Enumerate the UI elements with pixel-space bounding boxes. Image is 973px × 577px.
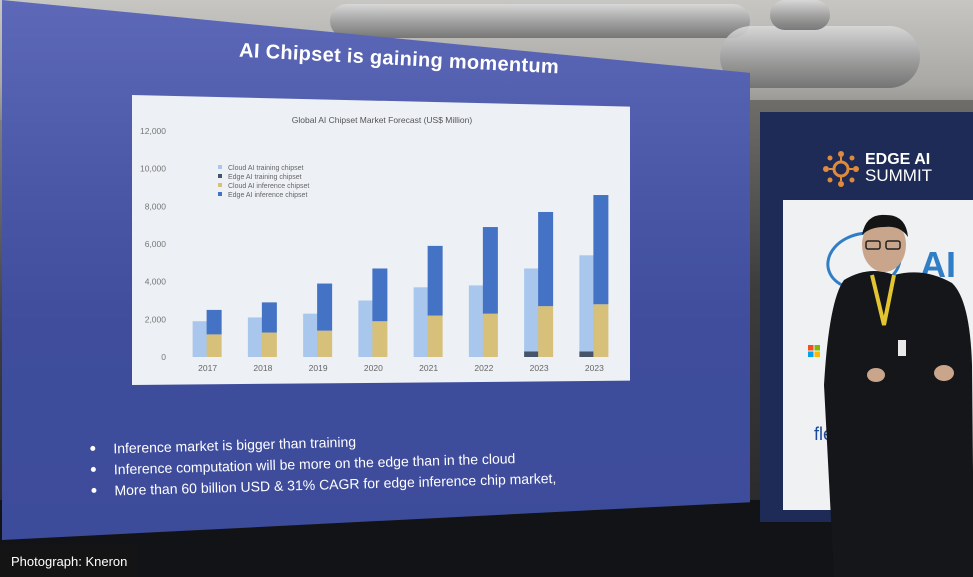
x-tick-label: 2021 [419,363,438,373]
bar-segment [317,330,333,357]
y-tick-label: 4,000 [145,277,167,287]
bar-segment [524,268,540,352]
y-tick-label: 8,000 [145,201,167,211]
x-tick-label: 2018 [253,363,272,373]
bar-segment [538,211,554,307]
bar-segment [413,287,429,357]
banner-brand-line1: EDGE AI [865,151,931,168]
bar-segment [192,321,208,357]
legend-swatch [218,192,222,196]
chart-title: Global AI Chipset Market Forecast (US$ M… [292,115,473,125]
market-forecast-chart: Global AI Chipset Market Forecast (US$ M… [140,115,609,373]
x-tick-label: 2019 [309,363,328,373]
bar-segment [427,315,443,357]
legend-label: Edge AI inference chipset [228,192,307,199]
y-tick-label: 12,000 [140,126,166,136]
bar-segment [372,268,388,322]
bullet-dot-icon [90,466,96,472]
bar-segment [524,351,540,357]
bar-segment [358,300,374,357]
bar-segment [593,304,609,357]
bar-segment [261,302,277,333]
bar-segment [303,313,319,357]
banner-brand: EDGE AI SUMMIT [865,151,933,185]
bar-segment [468,285,484,357]
x-tick-label: 2020 [364,363,383,373]
y-tick-label: 6,000 [145,239,167,249]
chart-panel: Global AI Chipset Market Forecast (US$ M… [132,95,630,385]
bullet-dot-icon [90,445,96,451]
bar-segment [579,255,595,352]
legend-swatch [218,174,222,178]
y-tick-label: 2,000 [145,314,167,324]
bar-segment [206,309,222,335]
photo-caption: Photograph: Kneron [0,545,139,577]
bar-segment [579,351,595,357]
bar-segment [593,195,609,305]
x-tick-label: 2022 [474,363,493,373]
windows-logo-icon [808,345,820,357]
x-tick-label: 2017 [198,363,217,373]
bar-segment [538,306,554,357]
bar-segment [427,245,443,316]
ceiling-duct [720,26,920,88]
legend-label: Cloud AI training chipset [228,165,304,172]
bar-segment [206,334,222,357]
bar-segment [482,313,498,357]
legend-swatch [218,183,222,187]
bar-segment [247,317,263,357]
banner-brand-line2: SUMMIT [865,166,933,185]
y-tick-label: 10,000 [140,164,166,174]
bullet-dot-icon [91,487,97,493]
bar-segment [261,332,277,357]
projection-screen: AI Chipset is gaining momentum Global AI… [2,0,750,540]
bar-segment [317,283,333,331]
legend-label: Cloud AI inference chipset [228,183,309,190]
ceiling-duct [330,4,750,38]
y-tick-label: 0 [161,352,166,362]
bar-segment [482,227,498,314]
edge-ai-logo-icon [823,151,859,187]
bar-segment [372,321,388,357]
ceiling-duct [770,0,830,30]
x-tick-label: 2023 [530,363,549,373]
x-tick-label: 2023 [585,363,604,373]
legend-label: Edge AI training chipset [228,174,302,181]
legend-swatch [218,165,222,169]
bullet-list: Inference market is bigger than training… [90,425,557,501]
speaker-figure [824,214,973,577]
